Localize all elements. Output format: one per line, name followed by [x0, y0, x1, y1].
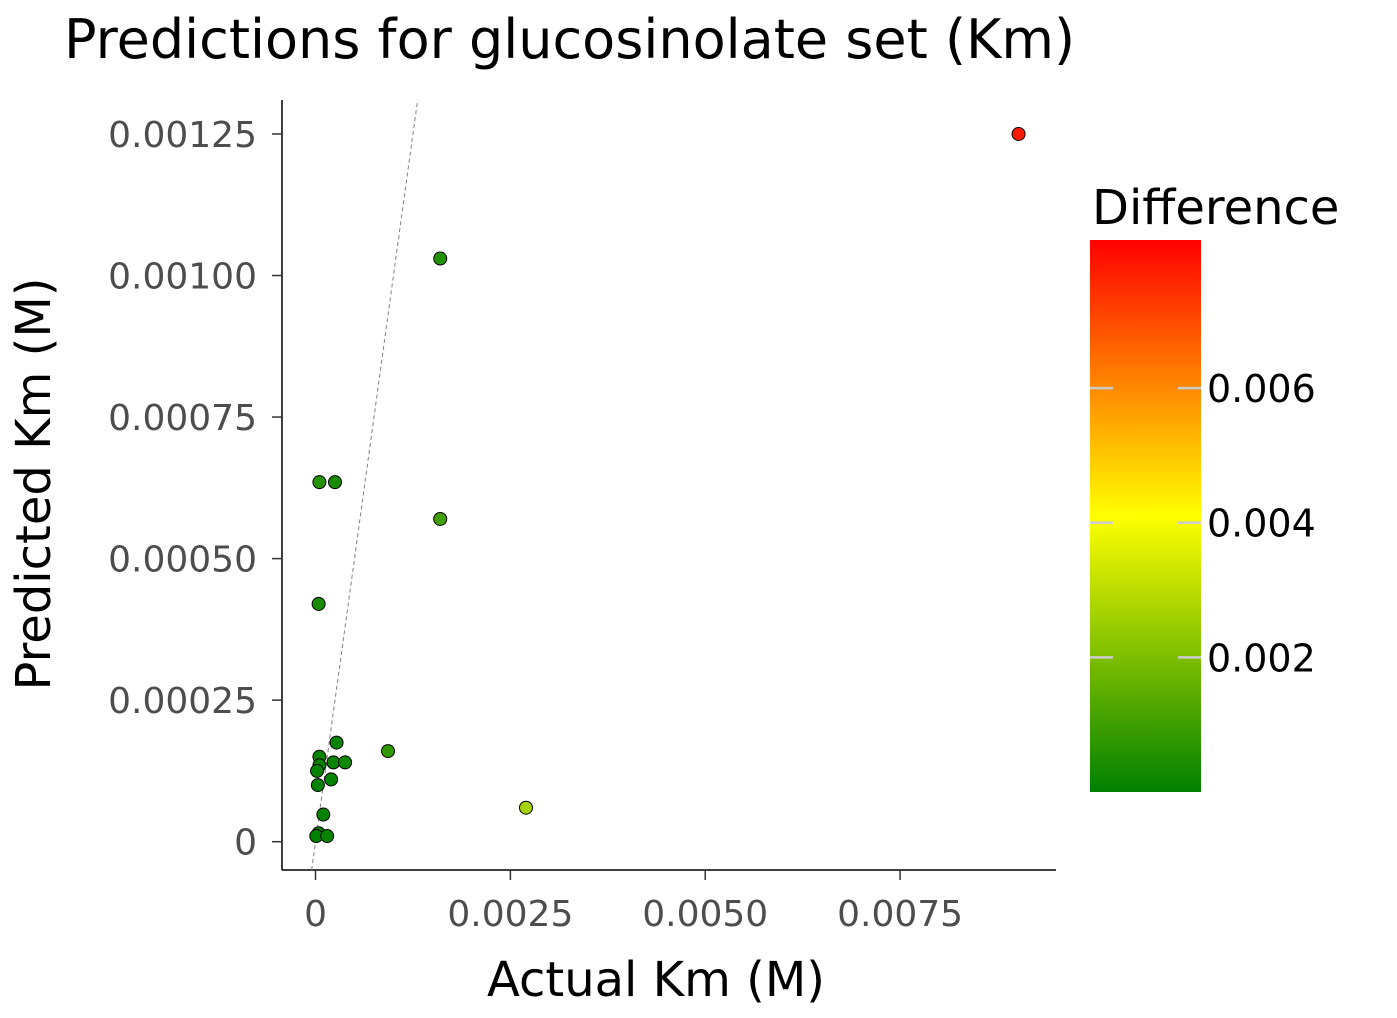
data-point [312, 475, 327, 490]
legend: Difference 0.002 0.004 0.006 [1090, 180, 1339, 792]
reference-line [311, 99, 419, 871]
y-tick-label: 0.00025 [108, 681, 257, 722]
chart-title: Predictions for glucosinolate set (Km) [64, 8, 1075, 71]
legend-ticks: 0.002 0.004 0.006 [1090, 367, 1316, 680]
x-ticks: 0 0.0025 0.0050 0.0075 [304, 870, 963, 935]
data-point [311, 596, 326, 611]
y-axis-title: Predicted Km (M) [6, 278, 62, 691]
data-point [310, 778, 325, 793]
y-tick-label: 0.00050 [108, 540, 257, 581]
data-points [309, 126, 1026, 844]
y-ticks: 0 0.00025 0.00050 0.00075 0.00100 0.00125 [108, 115, 282, 864]
data-point [328, 475, 343, 490]
legend-tick-label: 0.006 [1207, 367, 1316, 411]
data-point [518, 800, 533, 815]
legend-tick-label: 0.004 [1207, 502, 1316, 546]
y-tick-label: 0 [234, 823, 257, 864]
data-point [326, 755, 341, 770]
data-point [381, 744, 396, 759]
plot-panel: 0 0.0025 0.0050 0.0075 0 0.00025 0.00050 0.000… [108, 99, 1056, 935]
x-tick-label: 0 [304, 894, 327, 935]
data-point [324, 772, 339, 787]
data-point [1011, 126, 1026, 141]
x-tick-label: 0.0050 [642, 894, 768, 935]
data-point [320, 829, 335, 844]
x-axis-title: Actual Km (M) [487, 952, 825, 1008]
x-tick-label: 0.0075 [837, 894, 963, 935]
data-point [329, 735, 344, 750]
data-point [433, 511, 448, 526]
y-tick-label: 0.00075 [108, 398, 257, 439]
data-point [316, 807, 331, 822]
y-tick-label: 0.00125 [108, 115, 257, 156]
legend-tick-label: 0.002 [1207, 636, 1316, 680]
legend-colorbar [1090, 240, 1201, 792]
x-tick-label: 0.0025 [447, 894, 573, 935]
data-point [433, 251, 448, 266]
legend-title: Difference [1092, 180, 1339, 236]
y-tick-label: 0.00100 [108, 257, 257, 298]
data-point [310, 763, 325, 778]
data-point [338, 755, 353, 770]
